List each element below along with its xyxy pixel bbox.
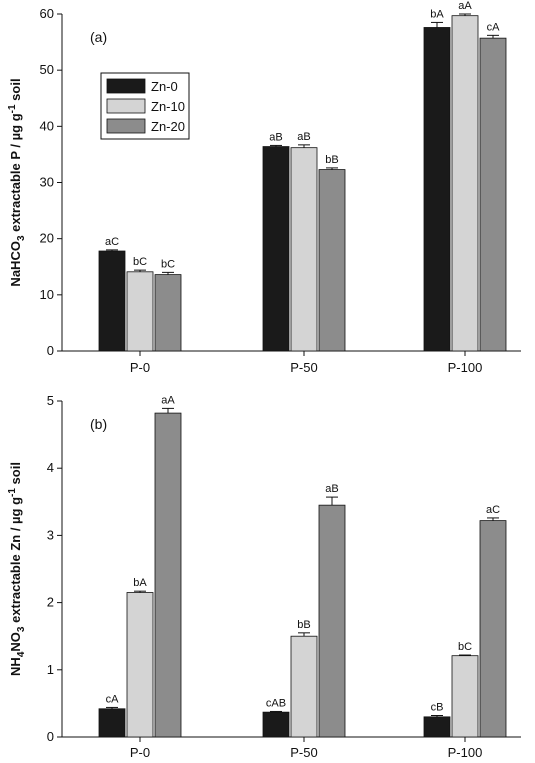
x-tick-label: P-50: [290, 745, 317, 760]
bar: [479, 520, 507, 738]
y-axis-label-part: -1: [7, 104, 18, 113]
y-axis-label: NH4NO3 extractable Zn / µg g-1 soil: [7, 462, 27, 676]
legend: Zn-0 Zn-10 Zn-20: [100, 72, 190, 140]
y-tick-label: 50: [40, 62, 54, 77]
bar: [423, 27, 451, 352]
data-label: bC: [161, 258, 175, 270]
data-label: aA: [161, 394, 175, 406]
data-label: aA: [458, 0, 472, 12]
data-label: bA: [430, 8, 444, 20]
y-axis-label-part: soil: [8, 78, 23, 104]
data-label: bC: [133, 256, 147, 268]
x-tick-label: P-50: [290, 360, 317, 375]
bar: [126, 271, 154, 352]
panel-a-chart: 0 10 20 30 40 50 60 P-0 P-50 P-100 aC aB bA bC aB aA bC b…: [7, 0, 521, 375]
bar: [98, 250, 126, 352]
y-tick-label: 60: [40, 6, 54, 21]
y-tick-label: 20: [40, 231, 54, 246]
y-tick-label: 3: [47, 527, 54, 542]
x-tick-label: P-100: [448, 745, 483, 760]
y-axis-label-part: NO: [8, 632, 23, 652]
data-label: aC: [486, 504, 500, 516]
data-label: aC: [105, 236, 119, 248]
y-axis-label-part: extractable P / µg g: [8, 113, 23, 235]
legend-swatch: [106, 98, 146, 114]
bar: [290, 635, 318, 738]
panel-label: (a): [90, 29, 107, 45]
data-label: cAB: [266, 697, 286, 709]
y-tick-label: 4: [47, 460, 54, 475]
y-tick-label: 1: [47, 662, 54, 677]
y-axis-label-part: soil: [8, 462, 23, 488]
data-label: aB: [325, 483, 338, 495]
bar: [451, 655, 479, 738]
y-tick-label: 40: [40, 118, 54, 133]
data-label: bA: [133, 577, 147, 589]
y-axis-label-part: NH: [8, 657, 23, 676]
panel-label: (b): [90, 416, 107, 432]
legend-label: Zn-20: [151, 119, 185, 134]
bar: [318, 169, 346, 352]
y-axis-label-part: 4: [16, 651, 27, 657]
legend-swatch: [106, 78, 146, 94]
y-axis-label-part: extractable Zn / µg g: [8, 497, 23, 627]
data-label: aB: [297, 131, 310, 143]
bar: [126, 592, 154, 738]
y-axis-label: NaHCO3 extractable P / µg g-1 soil: [7, 78, 27, 286]
y-tick-label: 10: [40, 287, 54, 302]
legend-label: Zn-0: [151, 79, 178, 94]
bar: [451, 15, 479, 352]
data-label: bB: [325, 154, 338, 166]
bar: [290, 147, 318, 352]
bar: [262, 711, 290, 738]
y-tick-label: 30: [40, 175, 54, 190]
data-label: bC: [458, 641, 472, 653]
y-axis-label-part: NaHCO: [8, 241, 23, 287]
x-tick-label: P-0: [130, 745, 150, 760]
bar: [154, 274, 182, 352]
bar: [154, 412, 182, 738]
data-label: aB: [269, 131, 282, 143]
x-tick-label: P-100: [448, 360, 483, 375]
data-label: bB: [297, 619, 310, 631]
y-tick-label: 5: [47, 393, 54, 408]
data-label: cA: [487, 21, 501, 33]
legend-label: Zn-10: [151, 99, 185, 114]
y-tick-label: 0: [47, 343, 54, 358]
y-axis-label-part: 3: [16, 235, 27, 241]
y-axis-label-part: 3: [16, 626, 27, 632]
data-label: cB: [431, 701, 444, 713]
bar: [318, 504, 346, 738]
y-tick-label: 2: [47, 595, 54, 610]
bar: [479, 37, 507, 352]
legend-swatch: [106, 118, 146, 134]
x-tick-label: P-0: [130, 360, 150, 375]
panel-b-chart: 0 1 2 3 4 5 P-0 P-50 P-100 cA cAB cB bA bB bC aA aB aC (b)…: [7, 393, 521, 760]
data-label: cA: [106, 693, 120, 705]
bar: [423, 716, 451, 738]
y-tick-label: 0: [47, 729, 54, 744]
y-axis-label-part: -1: [7, 488, 18, 497]
bar: [98, 708, 126, 738]
bar: [262, 146, 290, 352]
